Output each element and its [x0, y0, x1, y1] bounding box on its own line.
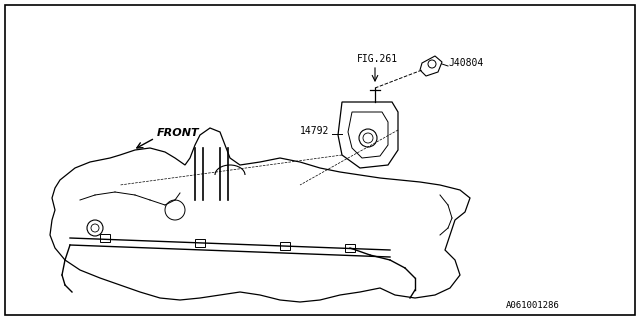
Bar: [100, 234, 110, 242]
Text: 14792: 14792: [300, 126, 330, 136]
Text: FRONT: FRONT: [157, 128, 200, 138]
Text: FIG.261: FIG.261: [357, 54, 398, 64]
Text: A061001286: A061001286: [506, 301, 560, 310]
Bar: [195, 239, 205, 247]
Bar: [345, 244, 355, 252]
Bar: [280, 242, 290, 250]
Text: J40804: J40804: [448, 58, 483, 68]
